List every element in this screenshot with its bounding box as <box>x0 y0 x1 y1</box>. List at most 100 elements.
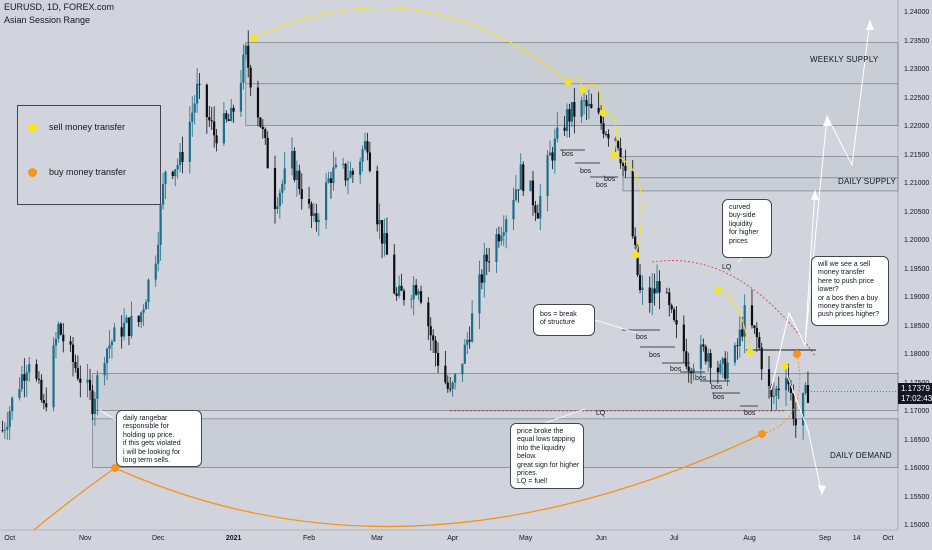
candle-body <box>519 164 522 190</box>
x-tick-label: Jun <box>595 535 607 542</box>
candle-body <box>93 398 97 414</box>
x-tick-label: Sep <box>818 535 832 542</box>
candle-body <box>191 112 194 122</box>
candle-body <box>385 233 389 255</box>
candle-body <box>222 113 225 144</box>
candle-body <box>724 358 727 379</box>
bos-label: bos <box>713 394 725 401</box>
candle-body <box>71 344 75 362</box>
candle-body <box>57 323 60 339</box>
y-tick-label: 1.18500 <box>904 322 930 330</box>
bos-label: bos <box>695 375 707 382</box>
candle-body <box>127 317 131 336</box>
candle-body <box>702 344 705 347</box>
candle-body <box>346 177 350 181</box>
candle-body <box>40 379 43 401</box>
candle-body <box>675 319 678 325</box>
candle-body <box>750 305 754 326</box>
y-tick-label: 1.17000 <box>904 408 930 416</box>
candle-body <box>497 234 500 242</box>
candle-body <box>638 274 642 290</box>
candle-body <box>130 315 133 336</box>
candle-body <box>154 263 157 280</box>
candle-body <box>261 126 264 130</box>
buy-arc <box>761 353 801 435</box>
sell-arc <box>613 154 643 256</box>
candle-body <box>546 155 549 197</box>
candle-body <box>699 344 702 369</box>
bos-label: bos <box>711 384 723 391</box>
candle-body <box>159 204 162 245</box>
candle-body <box>281 183 284 193</box>
candle-body <box>777 388 780 391</box>
candle-body <box>480 274 483 283</box>
candle-body <box>736 345 739 347</box>
candle-body <box>344 163 347 181</box>
candle-body <box>463 344 466 364</box>
candle-body <box>213 121 216 136</box>
candle-body <box>634 236 637 245</box>
candle-body <box>157 244 160 264</box>
candle-body <box>264 129 267 138</box>
candle-body <box>62 334 65 342</box>
bos-label: bos <box>636 334 648 341</box>
candle-body <box>607 134 610 139</box>
sell-arc <box>582 84 604 114</box>
candle-body <box>105 348 109 364</box>
sell-marker <box>564 78 572 86</box>
candle-body <box>227 119 230 122</box>
y-tick-label: 1.18000 <box>904 351 930 359</box>
candle-body <box>25 372 28 381</box>
candle-body <box>300 189 303 200</box>
candle-body <box>91 390 94 414</box>
candle-body <box>556 127 559 139</box>
candle-body <box>351 170 354 175</box>
candle-body <box>327 178 330 183</box>
y-tick-label: 1.19500 <box>904 265 930 273</box>
buy-dot-icon <box>28 167 37 177</box>
last-price-badge: 1.17379 17:02:43 <box>898 383 932 404</box>
candle-body <box>446 382 449 389</box>
candle-body <box>76 368 79 379</box>
candle-body <box>140 312 143 323</box>
y-tick-label: 1.23000 <box>904 66 930 74</box>
sell-marker <box>632 251 640 259</box>
candle-body <box>733 345 737 363</box>
note-curved-liquidity: curved buy-side liquidity for higher prices <box>722 199 772 258</box>
candle-body <box>641 287 644 290</box>
candle-body <box>551 152 554 161</box>
candle-body <box>18 389 21 398</box>
candle-body <box>273 168 277 210</box>
note-pointer <box>544 408 586 424</box>
candle-body <box>11 397 14 412</box>
candle-body <box>767 369 771 386</box>
sell-arc <box>717 289 751 353</box>
candle-body <box>597 107 600 113</box>
candle-body <box>342 163 345 165</box>
y-tick-label: 1.21000 <box>904 180 930 188</box>
sell-dot-icon <box>28 122 37 132</box>
candle-body <box>307 199 311 204</box>
candle-body <box>266 137 269 169</box>
candle-body <box>582 100 586 102</box>
candle-body <box>651 288 654 303</box>
note-bos-definition: bos = break of structure <box>533 304 595 336</box>
bos-label: bos <box>596 182 608 189</box>
candle-body <box>3 429 6 431</box>
candle-body <box>86 379 89 383</box>
y-tick-label: 1.22500 <box>904 94 930 102</box>
sell-marker <box>579 86 587 94</box>
candle-body <box>242 54 245 83</box>
y-tick-label: 1.19000 <box>904 294 930 302</box>
candle-body <box>619 147 622 164</box>
x-tick-label: Aug <box>743 535 756 542</box>
candle-body <box>565 109 569 131</box>
candle-body <box>471 313 474 342</box>
candle-body <box>687 366 690 372</box>
y-tick-label: 1.16000 <box>904 465 930 473</box>
x-tick-label: May <box>519 535 533 542</box>
candle-body <box>692 368 695 374</box>
note-pointer <box>99 409 117 421</box>
candle-body <box>568 109 571 122</box>
